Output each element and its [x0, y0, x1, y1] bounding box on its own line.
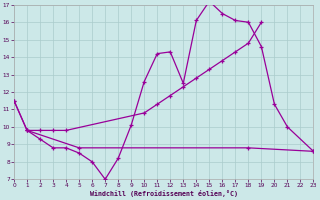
X-axis label: Windchill (Refroidissement éolien,°C): Windchill (Refroidissement éolien,°C) — [90, 190, 238, 197]
